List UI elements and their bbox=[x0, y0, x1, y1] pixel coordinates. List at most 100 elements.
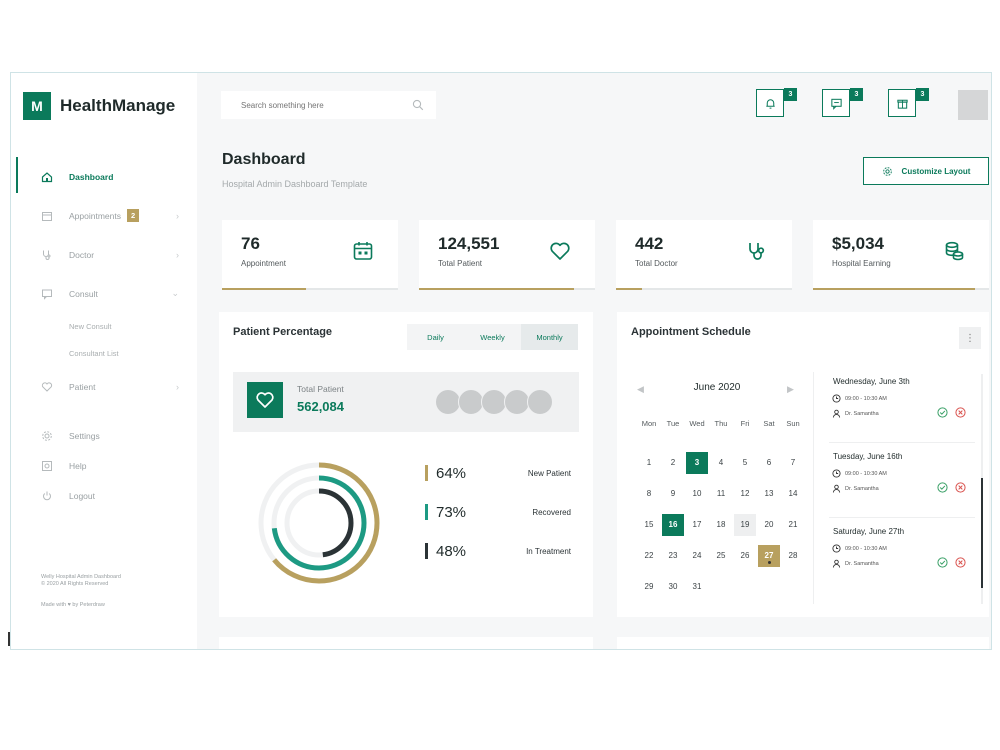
calendar-day-number: 25 bbox=[716, 551, 726, 560]
sidebar-item-settings[interactable]: Settings bbox=[11, 421, 197, 451]
calendar-day[interactable]: 29 bbox=[637, 571, 661, 602]
search-input[interactable] bbox=[241, 100, 401, 110]
logo[interactable]: M HealthManage bbox=[23, 92, 175, 120]
avatar[interactable] bbox=[435, 389, 461, 415]
calendar-day-number: 29 bbox=[644, 582, 654, 591]
calendar-day[interactable]: 6 bbox=[757, 447, 781, 478]
calendar-day[interactable]: 12 bbox=[733, 478, 757, 509]
scrollbar[interactable] bbox=[981, 374, 983, 604]
sidebar-item-dashboard[interactable]: Dashboard bbox=[11, 157, 197, 196]
divider bbox=[813, 372, 814, 604]
sidebar-item-appointments[interactable]: Appointments 2 › bbox=[11, 196, 197, 235]
more-options-button[interactable]: ⋮ bbox=[959, 327, 981, 349]
calendar-day[interactable]: 4 bbox=[709, 447, 733, 478]
sidebar: M HealthManage Dashboard Appointments 2 … bbox=[11, 73, 197, 649]
calendar-day-number: 17 bbox=[692, 520, 702, 529]
accept-icon[interactable] bbox=[937, 482, 948, 493]
tab-weekly[interactable]: Weekly bbox=[480, 332, 505, 342]
appointment-item[interactable]: Tuesday, June 16th 09:00 - 10:30 AM Dr. … bbox=[829, 448, 969, 520]
calendar-day[interactable]: 2 bbox=[661, 447, 685, 478]
calendar-day[interactable]: 18 bbox=[709, 509, 733, 540]
calendar-day[interactable]: 17 bbox=[685, 509, 709, 540]
calendar-day-number: 6 bbox=[766, 458, 772, 467]
page-title: Dashboard bbox=[222, 151, 306, 168]
gifts-button[interactable]: 3 bbox=[888, 88, 929, 117]
tab-monthly[interactable]: Monthly bbox=[521, 324, 578, 350]
weekday-label: Thu bbox=[714, 418, 728, 428]
help-icon bbox=[41, 460, 53, 472]
calendar-day[interactable]: 23 bbox=[661, 540, 685, 571]
calendar-day[interactable]: 9 bbox=[661, 478, 685, 509]
sidebar-item-label: Logout bbox=[69, 491, 95, 501]
calendar-day-number: 15 bbox=[644, 520, 654, 529]
calendar-day[interactable]: 20 bbox=[757, 509, 781, 540]
sidebar-item-patient[interactable]: Patient › bbox=[11, 367, 197, 406]
calendar-day[interactable]: 26 bbox=[733, 540, 757, 571]
avatar[interactable] bbox=[504, 389, 530, 415]
calendar-day[interactable]: 28 bbox=[781, 540, 805, 571]
calendar-day[interactable]: 11 bbox=[709, 478, 733, 509]
stat-card-total-doctor[interactable]: 442 Total Doctor bbox=[616, 220, 792, 290]
stat-progress-bar bbox=[813, 288, 989, 290]
calendar-day[interactable]: 5 bbox=[733, 447, 757, 478]
accept-icon[interactable] bbox=[937, 407, 948, 418]
stat-card-hospital-earning[interactable]: $5,034 Hospital Earning bbox=[813, 220, 989, 290]
notifications-button[interactable]: 3 bbox=[756, 88, 797, 117]
calendar-day[interactable]: 21 bbox=[781, 509, 805, 540]
decline-icon[interactable] bbox=[955, 482, 966, 493]
calendar-day[interactable]: 16 bbox=[661, 509, 685, 540]
period-tabs: Daily Weekly Monthly bbox=[407, 324, 578, 350]
calendar-day[interactable]: 31 bbox=[685, 571, 709, 602]
appointment-item[interactable]: Saturday, June 27th 09:00 - 10:30 AM Dr.… bbox=[829, 523, 969, 595]
sidebar-item-label: Appointments bbox=[69, 210, 121, 221]
stat-progress-bar bbox=[616, 288, 792, 290]
next-month-button[interactable]: ▶ bbox=[787, 384, 794, 394]
sidebar-item-label: Patient bbox=[69, 381, 96, 392]
calendar-day[interactable]: 13 bbox=[757, 478, 781, 509]
avatar[interactable] bbox=[527, 389, 553, 415]
stat-card-total-patient[interactable]: 124,551 Total Patient bbox=[419, 220, 595, 290]
appointment-item[interactable]: Wednesday, June 3th 09:00 - 10:30 AM Dr.… bbox=[829, 373, 969, 445]
sidebar-item-doctor[interactable]: Doctor › bbox=[11, 235, 197, 274]
calendar-day-number: 19 bbox=[734, 513, 756, 536]
messages-button[interactable]: 3 bbox=[822, 88, 863, 117]
sidebar-subitem-new-consult[interactable]: New Consult bbox=[69, 322, 112, 331]
decline-icon[interactable] bbox=[955, 557, 966, 568]
calendar-day[interactable]: 24 bbox=[685, 540, 709, 571]
calendar-day-number: 30 bbox=[668, 582, 678, 591]
patient-avatars bbox=[435, 389, 553, 415]
scrollbar-thumb[interactable] bbox=[981, 478, 983, 588]
sidebar-item-consult[interactable]: Consult ⌄ bbox=[11, 274, 197, 313]
calendar-day[interactable]: 7 bbox=[781, 447, 805, 478]
calendar-day[interactable]: 14 bbox=[781, 478, 805, 509]
customize-layout-button[interactable]: Customize Layout bbox=[863, 157, 989, 185]
user-avatar[interactable] bbox=[958, 90, 988, 120]
calendar-day[interactable]: 3 bbox=[685, 447, 709, 478]
calendar-day[interactable]: 30 bbox=[661, 571, 685, 602]
stat-card-appointment[interactable]: 76 Appointment bbox=[222, 220, 398, 290]
search-bar[interactable] bbox=[221, 91, 436, 119]
sidebar-item-logout[interactable]: Logout bbox=[11, 481, 197, 511]
calendar-day[interactable]: 19 bbox=[733, 509, 757, 540]
appointment-schedule-panel: Appointment Schedule ⋮ ◀ June 2020 ▶ Mon… bbox=[617, 312, 989, 617]
calendar-day[interactable]: 15 bbox=[637, 509, 661, 540]
calendar-day[interactable]: 8 bbox=[637, 478, 661, 509]
search-icon[interactable] bbox=[412, 99, 424, 111]
prev-month-button[interactable]: ◀ bbox=[637, 384, 644, 394]
legend-recovered: 73% Recovered bbox=[425, 501, 571, 523]
calendar-day[interactable]: 27 bbox=[757, 540, 781, 571]
calendar-day[interactable]: 25 bbox=[709, 540, 733, 571]
calendar-day[interactable]: 1 bbox=[637, 447, 661, 478]
legend-new-patient: 64% New Patient bbox=[425, 462, 571, 484]
decline-icon[interactable] bbox=[955, 407, 966, 418]
sidebar-subitem-consultant-list[interactable]: Consultant List bbox=[69, 349, 119, 358]
sidebar-item-help[interactable]: Help bbox=[11, 451, 197, 481]
accept-icon[interactable] bbox=[937, 557, 948, 568]
tab-daily[interactable]: Daily bbox=[427, 332, 444, 342]
stat-value: 124,551 bbox=[438, 234, 500, 253]
calendar-month: June 2020 bbox=[693, 382, 741, 393]
patient-percentage-chart bbox=[258, 462, 380, 584]
calendar-day[interactable]: 22 bbox=[637, 540, 661, 571]
user-icon bbox=[832, 559, 841, 568]
calendar-day[interactable]: 10 bbox=[685, 478, 709, 509]
